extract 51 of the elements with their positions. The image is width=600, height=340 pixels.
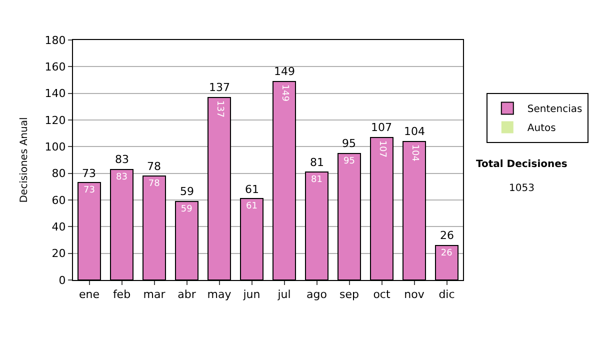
total-label: 137 (209, 81, 230, 94)
y-tick-label: 160 (44, 60, 66, 74)
text: Total Decisiones (476, 159, 568, 170)
y-tick-label: 60 (52, 194, 66, 207)
total-label: 83 (115, 153, 129, 166)
data-label: 81 (311, 175, 322, 185)
x-tick-label: jun (242, 288, 260, 302)
x-tick-label: ago (306, 288, 328, 302)
total-label: 95 (342, 137, 356, 150)
y-tick-label: 40 (52, 220, 66, 234)
legend-label: Sentencias (527, 104, 582, 116)
data-label: 26 (440, 248, 453, 258)
total-label: 107 (371, 121, 392, 134)
y-tick-label: 80 (52, 167, 66, 180)
y-tick-label: 100 (44, 140, 66, 154)
data-label: 61 (246, 202, 258, 212)
data-label: 59 (180, 204, 193, 214)
data-label: 95 (344, 156, 355, 166)
data-label: 149 (279, 84, 290, 102)
data-label: 83 (116, 172, 128, 182)
total-label: 73 (82, 167, 96, 180)
total-label: 61 (245, 183, 259, 196)
legend-label: Autos (527, 123, 556, 134)
x-tick-label: sep (340, 288, 360, 302)
y-tick-label: 0 (58, 274, 66, 287)
y-tick-label: 180 (44, 34, 66, 47)
x-tick-label: abr (178, 288, 196, 302)
total-label: 26 (440, 229, 454, 242)
total-label: 104 (404, 125, 425, 138)
data-label: 137 (214, 100, 224, 118)
x-tick-label: may (207, 288, 232, 302)
total-label: 78 (147, 160, 161, 173)
x-tick-label: oct (373, 288, 391, 302)
x-tick-label: ene (78, 288, 100, 302)
data-label: 104 (409, 144, 420, 162)
x-tick-label: dic (438, 288, 455, 302)
total-label: 59 (180, 185, 194, 198)
y-axis-title: Decisiones Anual (18, 117, 30, 203)
total-label: 149 (274, 65, 295, 78)
x-tick-label: feb (112, 288, 131, 302)
data-label: 107 (376, 140, 387, 158)
y-tick-label: 140 (44, 87, 66, 100)
y-tick-label: 120 (44, 114, 66, 127)
y-tick-label: 20 (52, 247, 66, 260)
text: 1053 (509, 183, 534, 194)
x-tick-label: mar (143, 288, 166, 302)
data-label: 73 (84, 186, 95, 196)
x-tick-label: nov (404, 288, 425, 302)
total-label: 81 (310, 156, 324, 169)
data-label: 78 (148, 179, 160, 189)
x-tick-label: jul (276, 288, 291, 302)
